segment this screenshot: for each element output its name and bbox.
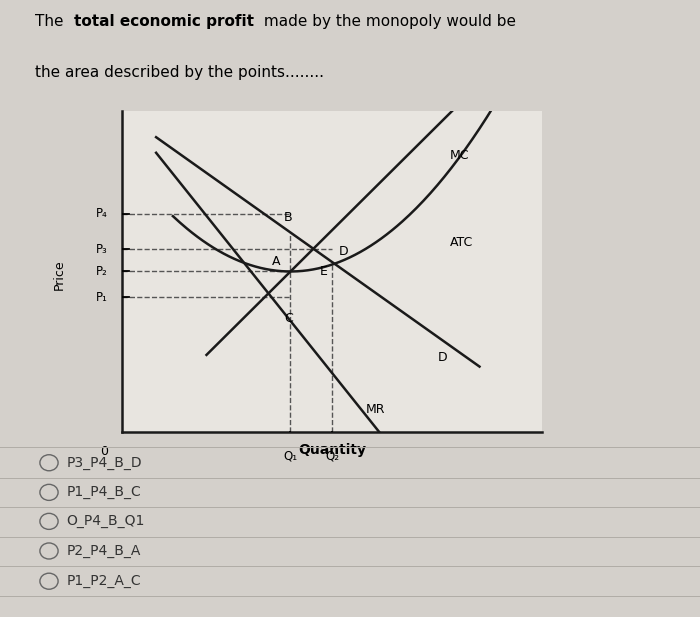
Text: the area described by the points........: the area described by the points........	[35, 65, 324, 80]
Text: P₁: P₁	[96, 291, 108, 304]
Text: A: A	[272, 255, 280, 268]
Text: O_P4_B_Q1: O_P4_B_Q1	[66, 515, 145, 528]
Text: Price: Price	[53, 259, 66, 290]
Text: P₄: P₄	[96, 207, 108, 220]
Text: total economic profit: total economic profit	[74, 14, 253, 29]
Text: P1_P2_A_C: P1_P2_A_C	[66, 574, 141, 588]
Text: made by the monopoly would be: made by the monopoly would be	[259, 14, 516, 29]
Text: ATC: ATC	[450, 236, 473, 249]
Text: Q₂: Q₂	[326, 450, 340, 463]
Text: 0: 0	[100, 445, 108, 458]
Text: MC: MC	[450, 149, 470, 162]
Text: C: C	[284, 312, 293, 325]
Text: P₃: P₃	[96, 242, 108, 255]
Text: Q₁: Q₁	[284, 450, 298, 463]
Text: The: The	[35, 14, 69, 29]
Text: P3_P4_B_D: P3_P4_B_D	[66, 456, 142, 470]
Text: P2_P4_B_A: P2_P4_B_A	[66, 544, 141, 558]
Text: B: B	[284, 212, 293, 225]
Text: P1_P4_B_C: P1_P4_B_C	[66, 486, 141, 499]
Text: P₂: P₂	[96, 265, 108, 278]
Text: D: D	[438, 351, 447, 364]
Text: MR: MR	[366, 403, 386, 416]
Text: D: D	[339, 244, 349, 257]
Text: E: E	[320, 265, 328, 278]
X-axis label: Quantity: Quantity	[298, 443, 367, 457]
